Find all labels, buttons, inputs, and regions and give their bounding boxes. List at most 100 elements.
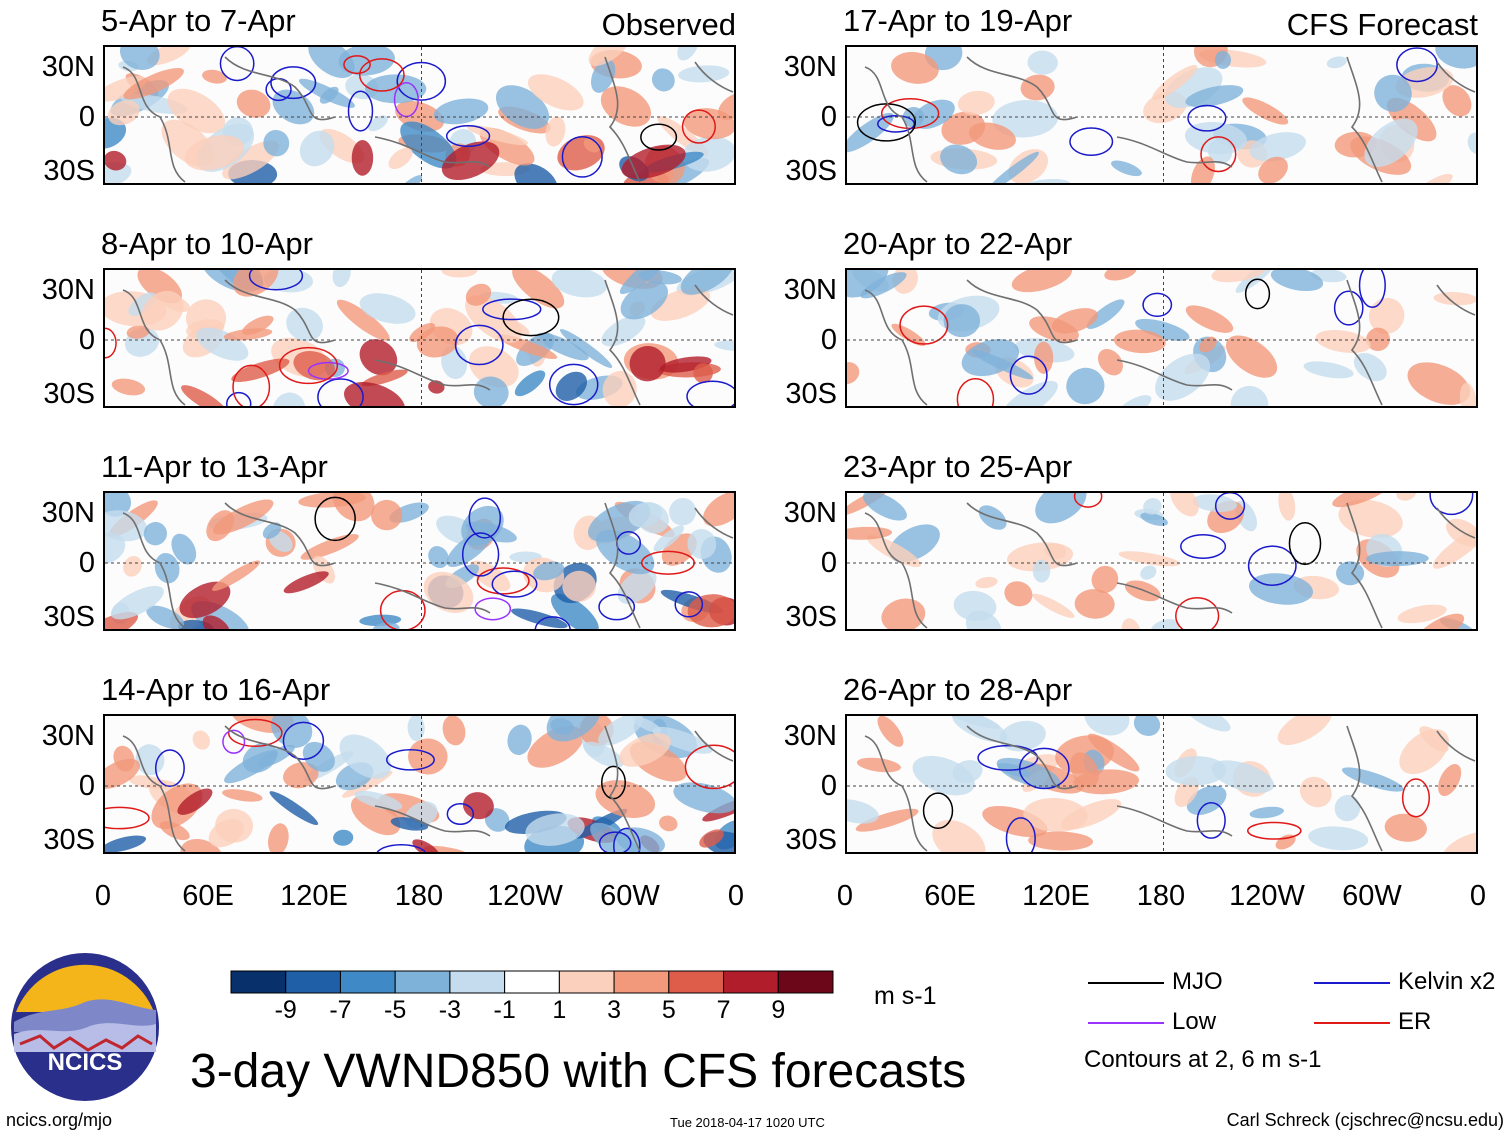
footer-timestamp: Tue 2018-04-17 1020 UTC	[670, 1115, 825, 1130]
wind-anomaly-blob	[1459, 382, 1476, 406]
contour-kelvin	[491, 570, 538, 598]
wind-anomaly-blob	[467, 125, 528, 146]
wind-anomaly-blob	[495, 85, 550, 129]
wind-anomaly-blob	[1060, 799, 1122, 830]
lat-tick-label: 0	[78, 547, 95, 579]
contour-mjo	[640, 123, 678, 151]
wind-anomaly-blob	[300, 534, 359, 560]
wind-anomaly-blob	[141, 290, 184, 331]
contour-kelvin	[1196, 801, 1226, 839]
wind-anomaly-blob	[987, 151, 1039, 183]
wind-anomaly-blob	[629, 345, 666, 382]
legend-line-kelvin	[1314, 982, 1390, 984]
wind-anomaly-blob	[583, 137, 601, 153]
contour-kelvin	[1358, 270, 1386, 309]
wind-anomaly-blob	[693, 363, 713, 384]
wind-anomaly-blob	[507, 724, 532, 755]
contour-kelvin	[1187, 104, 1227, 132]
wind-anomaly-blob	[617, 568, 657, 605]
wind-anomaly-blob	[179, 581, 231, 619]
wind-anomaly-blob	[1366, 551, 1429, 567]
wind-anomaly-blob	[412, 839, 440, 852]
colorbar-tick-label: 1	[552, 996, 567, 1024]
wind-anomaly-blob	[595, 780, 656, 818]
wind-anomaly-blob	[319, 86, 339, 104]
wind-anomaly-blob	[1332, 493, 1389, 508]
map-panel	[845, 714, 1478, 854]
wind-anomaly-blob	[126, 325, 150, 339]
lat-tick-label: 0	[78, 101, 95, 133]
contour-kelvin	[219, 47, 255, 82]
wind-anomaly-blob	[912, 755, 975, 796]
wind-anomaly-blob	[940, 144, 978, 175]
lat-tick-label: 30N	[41, 274, 95, 306]
wind-anomaly-blob	[196, 327, 249, 361]
wind-anomaly-blob	[1442, 831, 1476, 852]
wind-anomaly-blob	[525, 813, 585, 846]
wind-anomaly-blob	[441, 141, 500, 180]
wind-anomaly-blob	[511, 608, 568, 629]
colorbar-tick-label: 9	[771, 996, 786, 1024]
wind-anomaly-blob	[620, 281, 668, 320]
wind-anomaly-blob	[339, 734, 391, 779]
wind-anomaly-blob	[847, 112, 894, 153]
wind-anomaly-blob	[1467, 132, 1476, 155]
colorbar-segment	[558, 970, 615, 994]
wind-anomaly-blob	[847, 526, 893, 540]
contour-er	[1247, 821, 1302, 840]
wind-anomaly-blob	[877, 716, 904, 747]
wind-anomaly-blob	[1088, 733, 1140, 772]
colorbar-tick-label: -5	[384, 996, 407, 1024]
wind-anomaly-blob	[1073, 769, 1139, 795]
contour-kelvin	[317, 378, 364, 406]
wind-anomaly-blob	[359, 293, 416, 324]
contour-kelvin	[1396, 47, 1438, 83]
wind-anomaly-blob	[512, 270, 565, 309]
wind-anomaly-blob	[912, 99, 955, 129]
wind-anomaly-blob	[1211, 760, 1275, 794]
wind-anomaly-blob	[600, 86, 652, 127]
wind-anomaly-blob	[628, 502, 662, 528]
contour-kelvin	[154, 749, 185, 788]
ncics-logo: NCICS	[11, 953, 159, 1101]
wind-anomaly-blob	[1111, 160, 1142, 177]
map-panel	[103, 714, 736, 854]
wind-anomaly-blob	[433, 98, 489, 125]
wind-anomaly-blob	[333, 829, 354, 846]
colorbar-tick-label: 7	[716, 996, 731, 1024]
contour-kelvin	[977, 744, 1039, 771]
wind-anomaly-blob	[388, 147, 413, 169]
lat-tick-label: 30S	[43, 824, 95, 856]
figure-title: 3-day VWND850 with CFS forecasts	[190, 1045, 967, 1098]
coastline	[604, 502, 641, 629]
lon-tick-label: 0	[727, 880, 745, 912]
contour-er	[681, 109, 716, 144]
wind-anomaly-blob	[1032, 559, 1051, 583]
wind-anomaly-blob	[687, 529, 717, 559]
map-panel	[845, 268, 1478, 408]
coastline	[864, 735, 928, 852]
lat-tick-label: 30S	[785, 378, 837, 410]
wind-anomaly-blob	[562, 570, 597, 602]
wind-anomaly-blob	[551, 270, 608, 298]
wind-anomaly-blob	[105, 532, 126, 564]
wind-anomaly-blob	[1211, 270, 1267, 283]
contour-kelvin	[482, 298, 542, 321]
wind-anomaly-blob	[677, 47, 699, 61]
wind-anomaly-blob	[683, 108, 734, 140]
wind-anomaly-blob	[1011, 270, 1073, 293]
colorbar-segment	[504, 970, 560, 994]
lat-tick-label: 0	[78, 770, 95, 802]
wind-anomaly-blob	[111, 378, 146, 396]
wind-anomaly-blob	[128, 292, 157, 316]
lon-tick-label: 60W	[600, 880, 660, 912]
coastline	[374, 582, 491, 614]
wind-anomaly-blob	[551, 593, 599, 629]
contour-er	[232, 364, 271, 406]
wind-anomaly-blob	[105, 75, 147, 102]
wind-anomaly-blob	[473, 376, 509, 406]
lat-tick-label: 30N	[41, 497, 95, 529]
coastline	[1116, 582, 1233, 614]
lat-tick-label: 30N	[783, 274, 837, 306]
wind-anomaly-blob	[621, 144, 686, 179]
